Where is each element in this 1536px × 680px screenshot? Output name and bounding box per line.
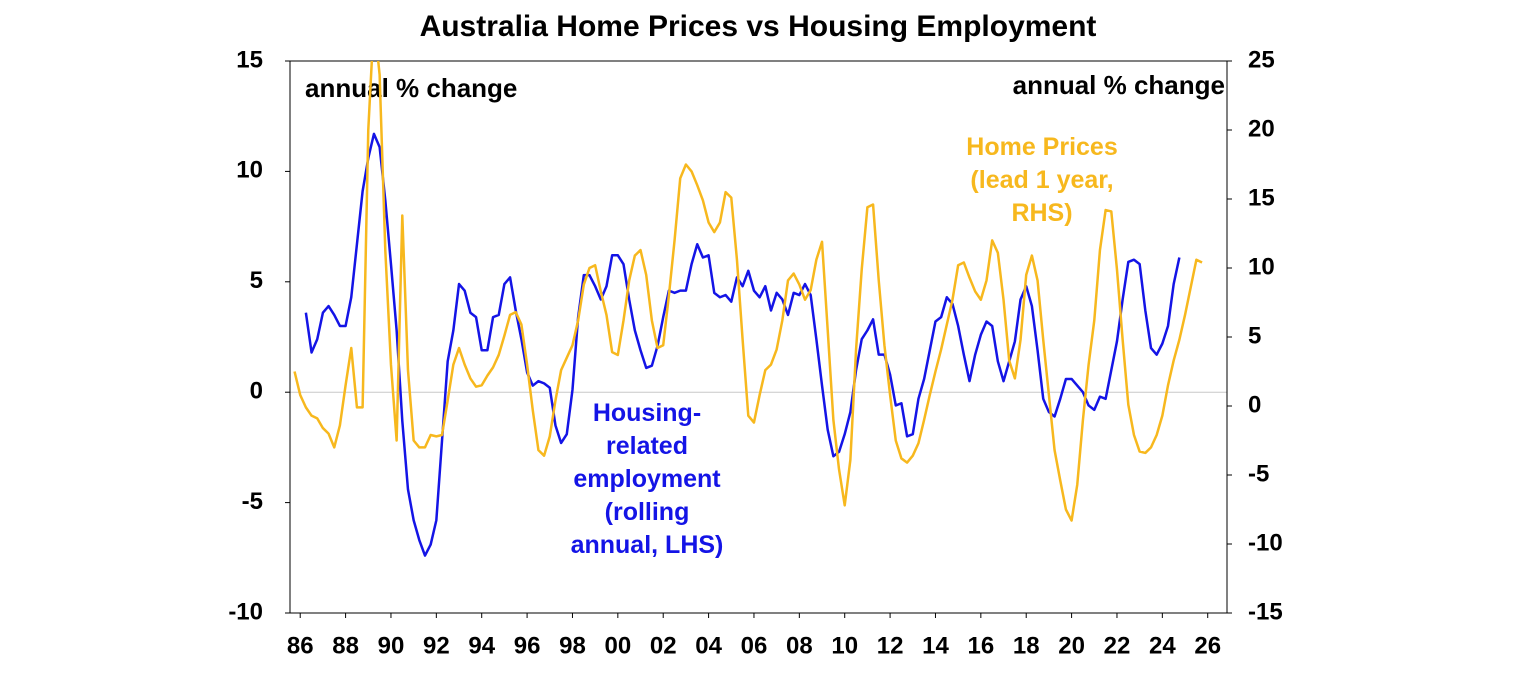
x-tick-label: 20 xyxy=(1058,632,1085,659)
x-tick-label: 18 xyxy=(1013,632,1040,659)
x-tick-label: 06 xyxy=(741,632,768,659)
series-label-line: (rolling xyxy=(605,498,690,526)
y2-axis-label: annual % change xyxy=(1013,70,1225,100)
series-label-line: annual, LHS) xyxy=(571,531,724,559)
x-tick-label: 04 xyxy=(695,632,722,659)
x-tick-label: 22 xyxy=(1104,632,1131,659)
y2-tick-label: 10 xyxy=(1248,253,1275,280)
plot-area xyxy=(293,61,1203,557)
y-tick-label: 10 xyxy=(236,157,263,184)
y-tick-label: 15 xyxy=(236,46,263,73)
x-tick-label: 12 xyxy=(877,632,904,659)
x-tick-label: 86 xyxy=(287,632,314,659)
series-label-line: related xyxy=(606,432,688,460)
y-tick-label: -5 xyxy=(242,488,263,515)
x-tick-label: 02 xyxy=(650,632,677,659)
x-tick-label: 94 xyxy=(468,632,495,659)
plot-frame xyxy=(289,60,1228,614)
y2-tick-label: -15 xyxy=(1248,598,1283,625)
x-tick-label: 16 xyxy=(967,632,994,659)
y2-tick-label: -10 xyxy=(1248,529,1283,556)
x-tick-label: 88 xyxy=(332,632,359,659)
x-tick-label: 00 xyxy=(604,632,631,659)
series-label-line: employment xyxy=(573,465,721,493)
series-line xyxy=(293,61,1203,522)
series-label-line: Housing- xyxy=(593,399,701,427)
y-tick-label: -10 xyxy=(228,598,263,625)
x-tick-label: 14 xyxy=(922,632,949,659)
y-axis-label: annual % change xyxy=(305,73,517,103)
y2-tick-label: 5 xyxy=(1248,322,1261,349)
y2-tick-label: 0 xyxy=(1248,391,1261,418)
x-tick-label: 92 xyxy=(423,632,450,659)
y-tick-label: 5 xyxy=(250,267,263,294)
x-tick-label: 96 xyxy=(514,632,541,659)
y-tick-label: 0 xyxy=(250,378,263,405)
series-label-line: Home Prices xyxy=(966,133,1117,161)
y2-tick-label: 15 xyxy=(1248,184,1275,211)
chart-title: Australia Home Prices vs Housing Employm… xyxy=(420,10,1097,43)
x-tick-label: 10 xyxy=(831,632,858,659)
y2-tick-label: -5 xyxy=(1248,460,1269,487)
series-label: Housing-related employment (rolling annual,… xyxy=(571,399,724,559)
series-line xyxy=(304,132,1181,557)
x-tick-label: 90 xyxy=(378,632,405,659)
series-label-line: RHS) xyxy=(1011,199,1072,227)
x-tick-label: 24 xyxy=(1149,632,1176,659)
x-tick-label: 08 xyxy=(786,632,813,659)
y2-tick-label: 25 xyxy=(1248,46,1275,73)
series-label-line: (lead 1 year, xyxy=(970,166,1113,194)
x-tick-label: 26 xyxy=(1194,632,1221,659)
x-tick-label: 98 xyxy=(559,632,586,659)
series-label: Home Prices (lead 1 year, RHS) xyxy=(966,133,1117,227)
y2-tick-label: 20 xyxy=(1248,115,1275,142)
